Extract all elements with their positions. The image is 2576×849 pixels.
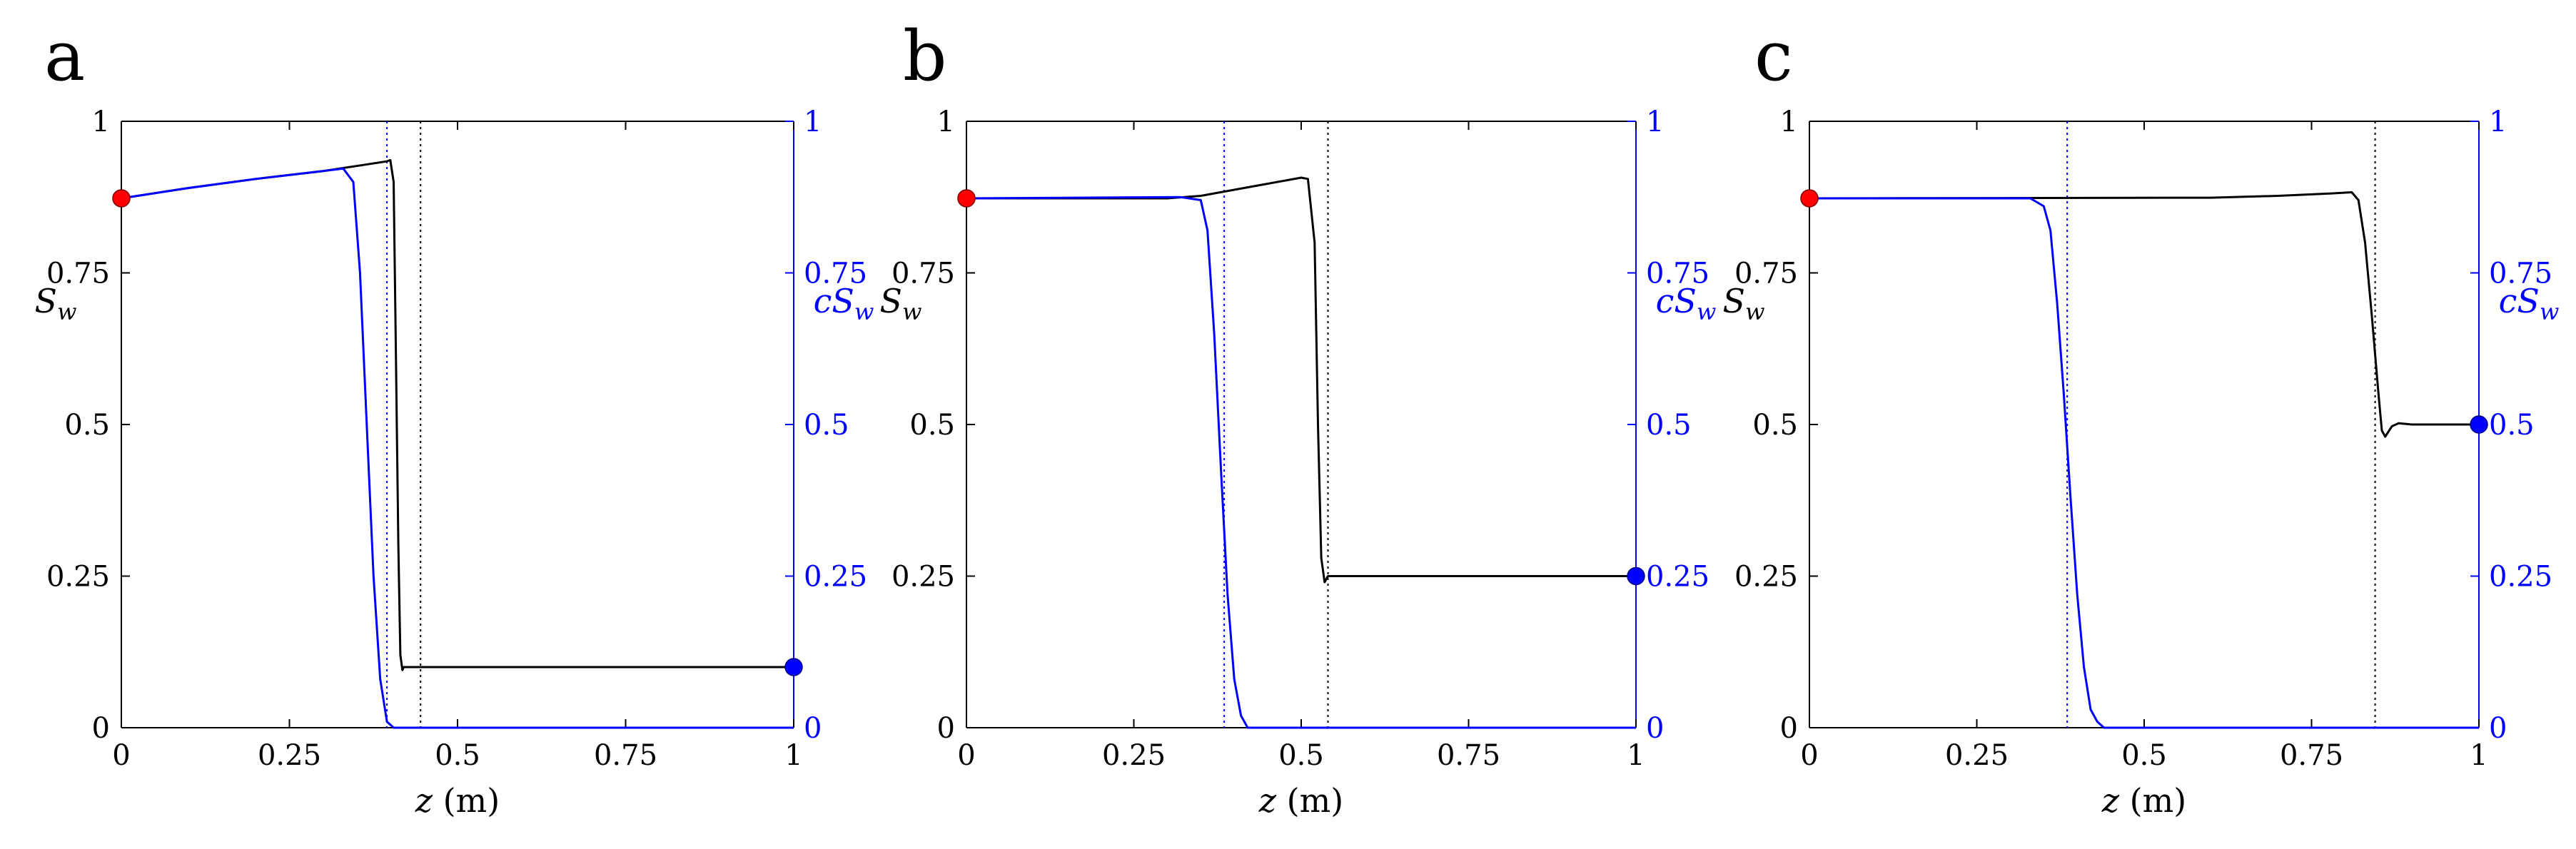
y-right-tick-label: 1 [2489,106,2507,138]
x-tick-label: 1 [1627,739,1645,772]
y-right-axis-title: cSw [1656,282,1717,325]
x-tick-label: 0.25 [258,739,321,772]
series-line-csw [121,167,794,729]
x-tick-label: 0.25 [1102,739,1166,772]
y-right-tick-label: 1 [1646,106,1664,138]
series-line-sw [966,176,1636,584]
y-right-tick-label: 0.75 [2489,258,2552,290]
inlet-marker [1800,189,1819,208]
y-right-tick-label: 0 [1646,712,1664,745]
x-tick-label: 0.75 [2280,739,2343,772]
outlet-marker [784,658,803,676]
y-left-tick-label: 0.75 [1734,258,1798,290]
y-left-tick-label: 0.5 [1752,409,1798,442]
x-tick-label: 0.5 [1278,739,1324,772]
y-left-tick-label: 0 [1780,712,1798,745]
y-right-tick-label: 0.5 [1646,409,1692,442]
x-axis-title: z (m) [415,781,500,820]
chart-panel-c: c0 0.25 0.5 0.75 100.250.50.75100.250.50.751… [1723,16,2560,820]
x-tick-label: 0.5 [2121,739,2167,772]
inlet-marker [957,189,976,208]
y-right-axis-title: cSw [814,282,874,325]
y-left-tick-label: 1 [92,106,110,138]
x-tick-label: 0 [112,739,130,772]
y-left-tick-label: 0.25 [1734,561,1798,594]
series-line-sw [1809,191,2479,438]
y-right-tick-label: 0.75 [1646,258,1709,290]
x-tick-label: 0 [1800,739,1818,772]
y-left-tick-label: 0 [937,712,955,745]
y-right-tick-label: 0.5 [804,409,849,442]
x-tick-label: 1 [784,739,802,772]
series-line-csw [966,195,1636,729]
y-right-tick-label: 0 [2489,712,2507,745]
y-left-tick-label: 0.75 [46,258,110,290]
y-right-tick-label: 1 [804,106,822,138]
x-tick-label: 0.75 [1437,739,1500,772]
outlet-marker [1627,566,1645,586]
y-left-axis-title: Sw [880,282,922,325]
chart-panel-b: b0 0.25 0.5 0.75 100.250.50.75100.250.50.751… [880,16,1717,820]
x-tick-label: 1 [2470,739,2487,772]
outlet-marker [2470,415,2488,434]
y-left-tick-label: 1 [1780,106,1798,138]
x-tick-label: 0.5 [435,739,480,772]
y-left-tick-label: 0.5 [64,409,110,442]
y-right-tick-label: 0.25 [804,561,867,594]
panel-letter: a [44,16,85,96]
y-left-axis-title: Sw [1723,282,1765,325]
y-left-axis-title: Sw [35,282,77,325]
x-tick-label: 0.75 [594,739,657,772]
x-axis-title: z (m) [2101,781,2186,820]
inlet-marker [112,189,131,208]
y-left-tick-label: 1 [937,106,955,138]
y-right-tick-label: 0.75 [804,258,867,290]
x-axis-title: z (m) [1258,781,1343,820]
y-right-tick-label: 0.25 [1646,561,1709,594]
y-left-tick-label: 0.75 [892,258,955,290]
series-line-sw [121,158,794,671]
y-right-tick-label: 0.25 [2489,561,2552,594]
series-line-csw [1809,197,2479,729]
y-right-axis-title: cSw [2499,282,2560,325]
y-right-tick-label: 0 [804,712,822,745]
panel-letter: b [903,16,946,96]
y-right-tick-label: 0.5 [2489,409,2535,442]
y-left-tick-label: 0.5 [909,409,955,442]
x-tick-label: 0 [957,739,975,772]
x-tick-label: 0.25 [1945,739,2009,772]
chart-panel-a: a0 0.25 0.5 0.75 100.250.50.75100.250.50.751… [35,16,874,820]
y-left-tick-label: 0.25 [46,561,110,594]
y-left-tick-label: 0.25 [892,561,955,594]
panel-letter: c [1754,16,1793,96]
y-left-tick-label: 0 [92,712,110,745]
